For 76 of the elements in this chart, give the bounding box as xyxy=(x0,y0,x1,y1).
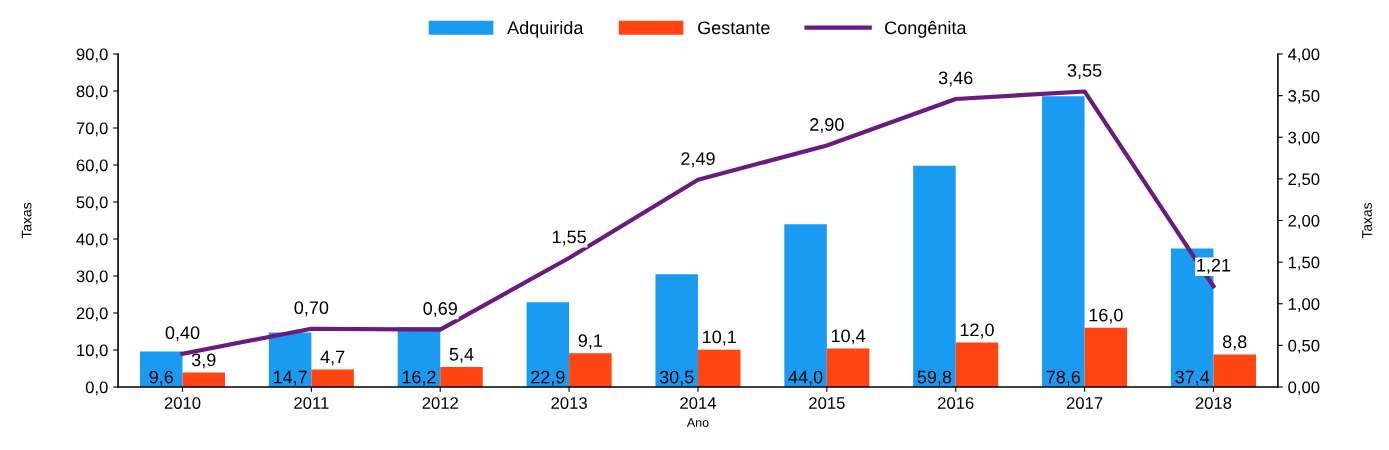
bar xyxy=(139,351,183,387)
bar xyxy=(955,342,999,387)
x-tick-label: 2012 xyxy=(422,397,458,409)
y2-tick-label: 2,00 xyxy=(1288,214,1320,229)
x-tick-label: 2015 xyxy=(809,397,845,409)
bar xyxy=(826,348,870,387)
bar xyxy=(697,349,741,387)
bar xyxy=(311,369,354,387)
x-tick-label: 2017 xyxy=(1066,397,1103,409)
bar xyxy=(655,274,698,387)
x-tick-label: 2013 xyxy=(551,397,587,409)
bar xyxy=(913,165,956,387)
data-label: 2,49 xyxy=(681,152,715,168)
data-label: 22,9 xyxy=(531,370,565,386)
bar xyxy=(569,353,612,387)
data-label: 59,8 xyxy=(917,370,952,386)
data-label: 3,9 xyxy=(191,353,216,369)
data-label: 12,0 xyxy=(960,323,994,339)
y2-tick-label: 4,00 xyxy=(1287,48,1320,63)
data-label: 16,2 xyxy=(402,370,436,386)
y2-tick-label: 1,50 xyxy=(1288,256,1320,271)
y-tick-label: 30,0 xyxy=(76,270,108,285)
data-label: 5,4 xyxy=(449,348,474,363)
data-label: 1,21 xyxy=(1197,258,1231,274)
y-tick-label: 70,0 xyxy=(76,122,108,137)
y2-tick-label: 0,00 xyxy=(1288,381,1320,396)
y2-tick-label: 2,50 xyxy=(1288,173,1320,188)
y-tick-label: 50,0 xyxy=(76,196,108,211)
bar xyxy=(1084,327,1128,387)
data-label: 44,0 xyxy=(788,370,823,386)
bar xyxy=(440,367,483,387)
y-tick-label: 90,0 xyxy=(76,48,108,63)
data-label: 16,0 xyxy=(1089,308,1123,324)
y2-axis-title: Taxas xyxy=(1362,202,1372,239)
bar xyxy=(1042,96,1085,387)
y-tick-label: 10,0 xyxy=(77,344,108,359)
y2-tick-label: 0,50 xyxy=(1288,339,1320,354)
x-tick-label: 2014 xyxy=(680,397,717,409)
legend-label: Congênita xyxy=(885,20,967,38)
y2-tick-label: 1,00 xyxy=(1288,298,1320,312)
data-label: 2,90 xyxy=(810,118,844,134)
bar xyxy=(526,302,570,387)
legend-label: Adquirida xyxy=(507,20,584,38)
data-label: 1,55 xyxy=(552,230,586,246)
x-tick-label: 2011 xyxy=(294,397,329,409)
y-tick-label: 80,0 xyxy=(76,85,108,100)
legend-label: Gestante xyxy=(698,21,770,35)
data-label: 10,1 xyxy=(703,330,736,346)
bar xyxy=(182,372,226,387)
y-tick-label: 20,0 xyxy=(76,307,108,322)
x-tick-label: 2010 xyxy=(164,397,201,409)
data-label: 14,7 xyxy=(273,370,307,386)
data-label: 78,6 xyxy=(1046,370,1081,386)
y2-tick-label: 3,00 xyxy=(1288,131,1320,146)
data-label: 3,46 xyxy=(938,71,973,87)
data-label: 4,7 xyxy=(320,350,345,366)
y-tick-label: 0,0 xyxy=(85,381,108,396)
data-label: 30,5 xyxy=(659,370,694,386)
data-label: 9,6 xyxy=(149,370,173,386)
data-label: 10,4 xyxy=(831,329,866,345)
x-tick-label: 2016 xyxy=(938,397,974,409)
data-label: 0,69 xyxy=(423,302,457,318)
data-label: 3,55 xyxy=(1067,64,1102,79)
y-tick-label: 40,0 xyxy=(76,233,108,248)
data-label: 0,40 xyxy=(165,326,200,342)
y-tick-label: 60,0 xyxy=(76,159,108,174)
data-label: 9,1 xyxy=(578,334,603,350)
data-label: 37,4 xyxy=(1175,370,1210,386)
x-tick-label: 2018 xyxy=(1195,397,1232,409)
bar xyxy=(784,224,827,387)
y2-tick-label: 3,50 xyxy=(1288,90,1320,104)
x-axis-title: Ano xyxy=(686,418,709,427)
y-axis-title: Taxas xyxy=(21,202,32,239)
data-label: 8,8 xyxy=(1222,335,1247,351)
bar xyxy=(1213,354,1256,387)
data-label: 0,70 xyxy=(294,301,329,317)
